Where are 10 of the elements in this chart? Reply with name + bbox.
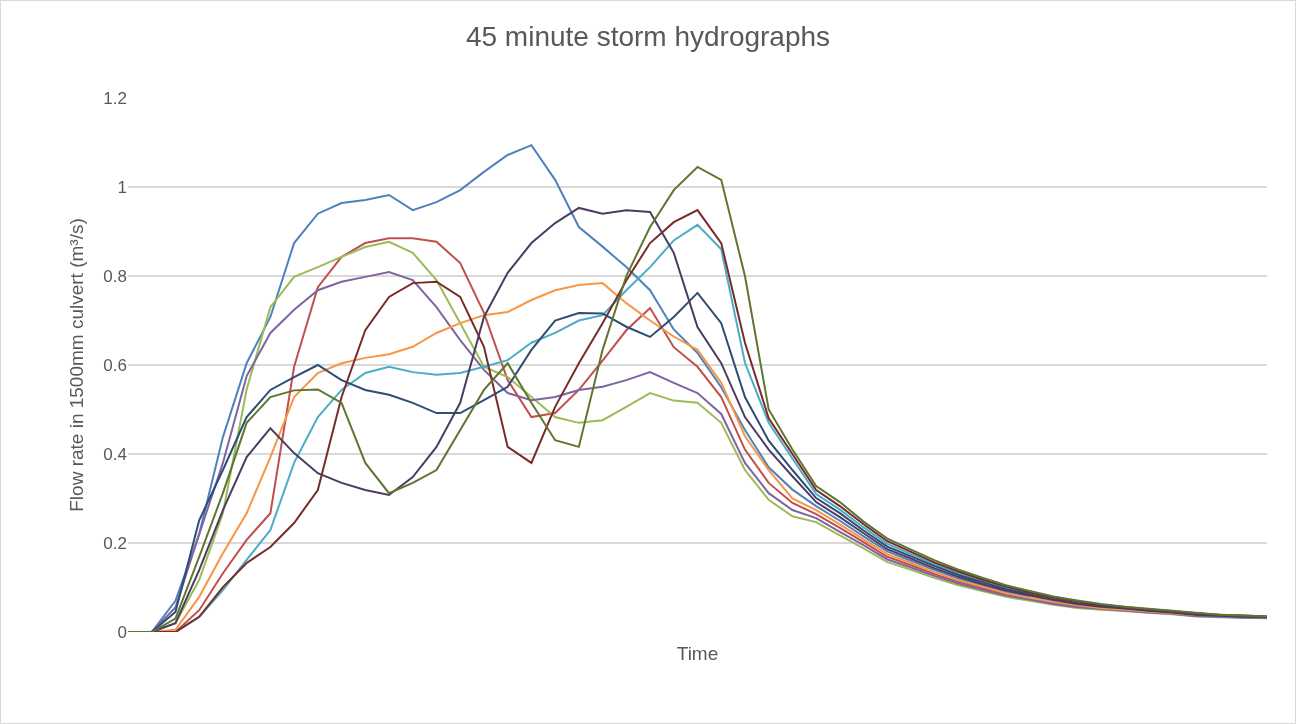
y-tick-label: 0.6 <box>103 355 127 375</box>
y-tick-label: 0.4 <box>103 444 127 464</box>
y-tick-label: 0 <box>117 622 127 642</box>
y-tick-label: 0.2 <box>103 533 127 553</box>
y-tick-label: 1.2 <box>103 88 127 108</box>
x-axis-title: Time <box>676 642 719 664</box>
y-tick-label: 1 <box>117 177 127 197</box>
chart-title: 45 minute storm hydrographs <box>465 20 831 52</box>
y-tick-label: 0.8 <box>103 266 127 286</box>
y-axis-title: Flow rate in 1500mm culvert (m³/s) <box>66 218 88 512</box>
